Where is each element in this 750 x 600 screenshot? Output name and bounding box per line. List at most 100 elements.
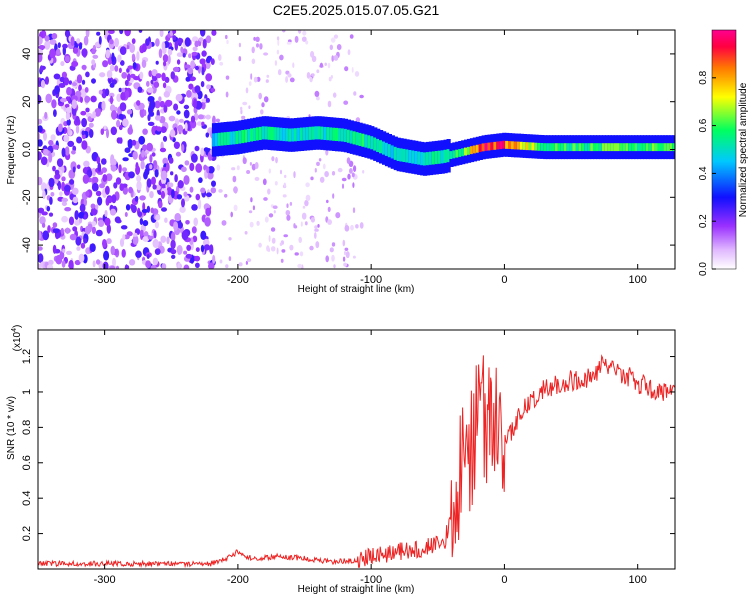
noise-cell bbox=[300, 221, 303, 227]
noise-cell bbox=[71, 99, 78, 110]
noise-cell bbox=[191, 226, 197, 234]
noise-cell bbox=[152, 257, 159, 266]
noise-cell bbox=[174, 213, 181, 222]
snr-panel: -300 -200 -100 0 100 0.2 0.4 0.6 0.8 1 1.2 Height… bbox=[6, 325, 676, 595]
signal-cell bbox=[566, 143, 571, 152]
noise-cell bbox=[205, 132, 210, 138]
noise-cell bbox=[238, 262, 243, 267]
noise-cell bbox=[294, 252, 299, 256]
noise-cell bbox=[219, 259, 223, 264]
noise-cell bbox=[304, 221, 308, 226]
noise-cell bbox=[181, 230, 189, 241]
noise-cell bbox=[49, 39, 57, 45]
noise-cell bbox=[195, 163, 203, 173]
noise-cell bbox=[43, 148, 49, 156]
noise-cell bbox=[125, 90, 130, 98]
signal-cell bbox=[405, 149, 410, 163]
noise-cell bbox=[92, 176, 99, 184]
noise-cell bbox=[135, 165, 141, 175]
noise-cell bbox=[65, 111, 70, 121]
noise-cell bbox=[38, 36, 43, 46]
signal-cell bbox=[279, 127, 284, 141]
signal-cell bbox=[396, 147, 401, 161]
noise-cell bbox=[242, 101, 248, 106]
noise-cell bbox=[90, 114, 97, 119]
noise-cell bbox=[116, 93, 122, 103]
noise-cell bbox=[100, 128, 105, 135]
noise-cell bbox=[61, 147, 66, 158]
noise-cell bbox=[94, 108, 101, 117]
noise-cell bbox=[324, 171, 329, 178]
signal-cell bbox=[250, 128, 255, 142]
noise-cell bbox=[69, 179, 75, 185]
noise-cell bbox=[225, 264, 229, 269]
noise-cell bbox=[251, 58, 256, 65]
noise-cell bbox=[200, 187, 206, 194]
noise-cell bbox=[105, 185, 110, 195]
noise-cell bbox=[67, 140, 75, 147]
top-x-tick-label: -100 bbox=[360, 274, 382, 286]
noise-cell bbox=[352, 182, 355, 188]
noise-cell bbox=[83, 35, 89, 46]
noise-cell bbox=[241, 115, 246, 119]
noise-cell bbox=[51, 33, 58, 40]
noise-cell bbox=[154, 169, 159, 178]
noise-cell bbox=[119, 102, 127, 112]
noise-cell bbox=[104, 217, 111, 226]
noise-cell bbox=[119, 137, 123, 144]
signal-cell bbox=[299, 127, 305, 141]
noise-cell bbox=[120, 91, 126, 101]
signal-cell bbox=[660, 143, 665, 152]
signal-cell bbox=[261, 126, 266, 140]
noise-cell bbox=[126, 73, 131, 82]
noise-cell bbox=[191, 153, 198, 163]
signal-cell bbox=[575, 143, 580, 152]
noise-cell bbox=[163, 91, 170, 98]
signal-cell bbox=[654, 143, 659, 152]
noise-cell bbox=[95, 229, 103, 237]
signal-cell bbox=[634, 143, 639, 152]
noise-cell bbox=[52, 222, 58, 228]
noise-cell bbox=[38, 230, 42, 240]
signal-cell bbox=[546, 143, 551, 152]
signal-cell bbox=[352, 131, 357, 145]
noise-cell bbox=[82, 174, 90, 184]
noise-cell bbox=[106, 70, 113, 79]
noise-cell bbox=[176, 59, 181, 65]
noise-cell bbox=[211, 180, 216, 187]
noise-cell bbox=[106, 238, 112, 245]
noise-cell bbox=[64, 55, 70, 63]
signal-cell bbox=[461, 148, 466, 157]
noise-cell bbox=[117, 54, 122, 63]
noise-cell bbox=[48, 139, 54, 146]
signal-cell bbox=[446, 149, 451, 163]
signal-cell bbox=[543, 143, 548, 152]
noise-cell bbox=[135, 250, 142, 258]
noise-cell bbox=[46, 264, 54, 269]
noise-cell bbox=[128, 171, 135, 179]
noise-cell bbox=[85, 71, 90, 78]
signal-cell bbox=[637, 143, 642, 152]
noise-cell bbox=[248, 105, 251, 109]
noise-cell bbox=[362, 170, 365, 174]
noise-cell bbox=[344, 251, 346, 256]
noise-cell bbox=[122, 167, 127, 173]
signal-cell bbox=[469, 146, 475, 155]
noise-cell bbox=[70, 36, 75, 46]
noise-cell bbox=[205, 57, 211, 64]
noise-cell bbox=[79, 88, 87, 98]
noise-cell bbox=[119, 46, 127, 55]
noise-cell bbox=[205, 114, 211, 120]
noise-cell bbox=[38, 45, 46, 50]
noise-cell bbox=[103, 125, 107, 130]
signal-cell bbox=[282, 128, 287, 142]
signal-cell bbox=[593, 143, 598, 152]
signal-cell bbox=[493, 141, 498, 150]
noise-cell bbox=[158, 200, 163, 209]
noise-cell bbox=[162, 157, 168, 165]
noise-cell bbox=[54, 169, 60, 176]
noise-cell bbox=[76, 74, 83, 84]
noise-cell bbox=[169, 30, 174, 37]
signal-cell bbox=[578, 143, 583, 152]
